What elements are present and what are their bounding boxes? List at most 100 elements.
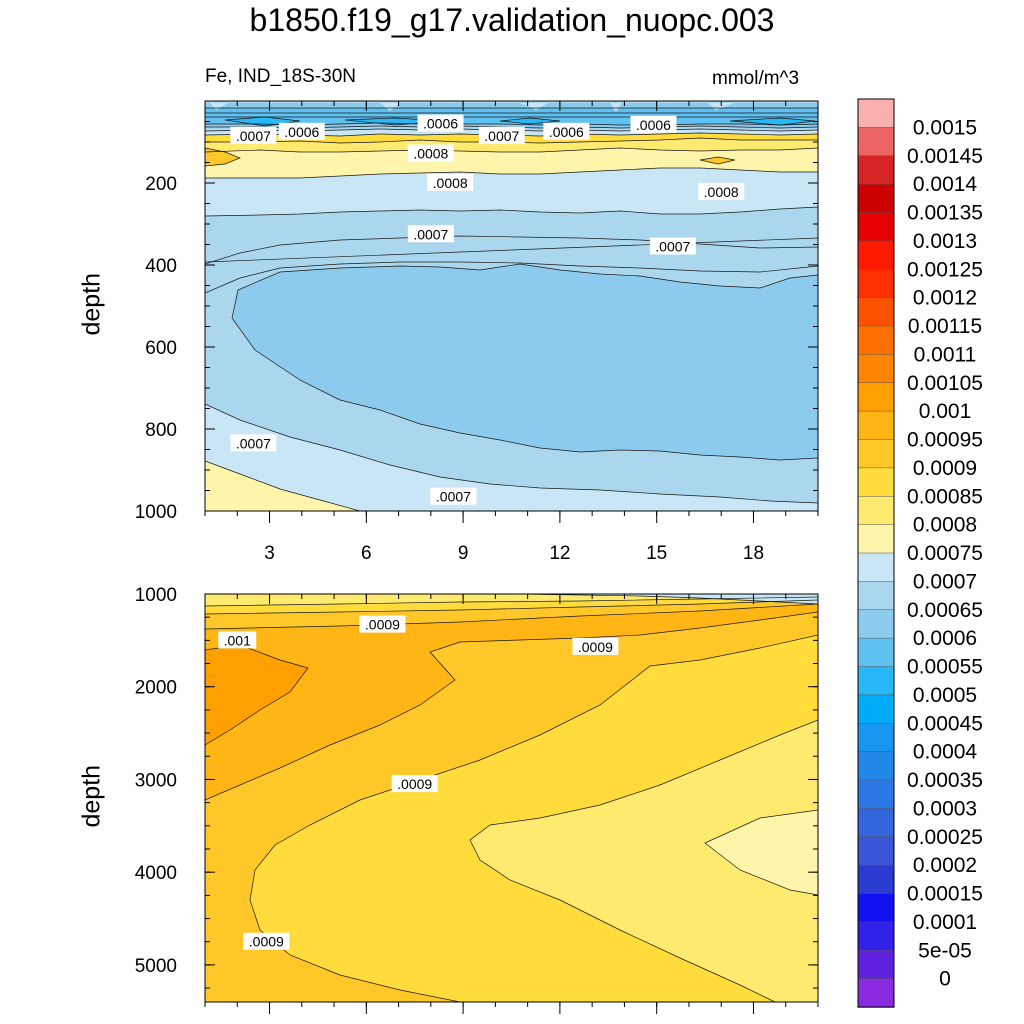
- colorbar-label: 0.00075: [907, 542, 983, 565]
- band-upper-deep-0.00075: [205, 461, 360, 511]
- colorbar: 0.0015 0.00145 0.0014 0.00135 0.0013 0.00125 0…: [857, 98, 983, 1008]
- svg-text:.0007: .0007: [436, 489, 471, 505]
- colorbar-swatch: [857, 552, 895, 583]
- colorbar-swatch: [857, 978, 895, 1008]
- colorbar-label: 0.0009: [913, 457, 977, 480]
- svg-text:.0006: .0006: [549, 124, 584, 140]
- contour-label: .0006: [630, 115, 677, 133]
- colorbar-label: 0.00035: [907, 769, 983, 792]
- colorbar-swatch: [857, 524, 895, 554]
- svg-text:.001: .001: [224, 632, 251, 648]
- y-tick-label: 200: [145, 174, 177, 195]
- y-tick-label: 2000: [135, 678, 177, 699]
- x-tick-label: 15: [646, 543, 667, 564]
- colorbar-label: 0.00125: [907, 258, 983, 281]
- contour-label: .0007: [230, 434, 277, 452]
- colorbar-label: 0.00135: [907, 202, 983, 225]
- colorbar-label: 0.00025: [907, 826, 983, 849]
- contour-label: .0008: [698, 183, 745, 201]
- colorbar-swatch: [857, 212, 895, 242]
- colorbar-label: 0.0006: [913, 627, 977, 650]
- y-tick-label: 5000: [135, 956, 177, 977]
- svg-text:.0009: .0009: [578, 639, 613, 655]
- contour-label-layer: .0006 .0006 .0007 .0007 .0006 .0006 .0008 .0008…: [218, 114, 745, 950]
- colorbar-label: 0.00105: [907, 372, 983, 395]
- colorbar-swatch: [857, 354, 895, 384]
- colorbar-swatch: [857, 297, 895, 327]
- contour-label: .0007: [478, 126, 525, 144]
- x-tick-label: 3: [264, 543, 275, 564]
- colorbar-label: 0.00145: [907, 145, 983, 168]
- lower-contour-fills: [205, 594, 818, 1002]
- colorbar-swatch: [857, 921, 895, 951]
- colorbar-swatch: [857, 609, 895, 639]
- svg-text:.0007: .0007: [413, 226, 448, 242]
- svg-text:.0008: .0008: [413, 145, 448, 161]
- contour-label: .0007: [230, 126, 277, 144]
- colorbar-swatch: [857, 666, 895, 696]
- colorbar-label: 0: [939, 968, 951, 991]
- svg-text:.0007: .0007: [236, 128, 271, 144]
- y-tick-label: 1000: [135, 585, 177, 606]
- colorbar-label: 0.0011: [914, 343, 977, 366]
- band-lower-0.00075: [705, 810, 818, 895]
- contour-label: .0009: [243, 932, 290, 950]
- svg-text:.0006: .0006: [636, 117, 671, 133]
- colorbar-frame: [857, 98, 895, 1008]
- colorbar-swatch: [857, 637, 895, 668]
- svg-text:.0009: .0009: [397, 776, 432, 792]
- colorbar-swatch: [857, 950, 895, 980]
- y-tick-label: 4000: [135, 863, 177, 884]
- y-tick-label: 600: [145, 338, 177, 359]
- contour-label: .0007: [649, 237, 696, 255]
- colorbar-swatch: [857, 723, 895, 753]
- svg-text:.0009: .0009: [365, 617, 400, 633]
- y-tick-label: 3000: [135, 770, 177, 791]
- x-tick-label: 12: [549, 543, 570, 564]
- contour-label: .0008: [427, 174, 474, 191]
- variable-region-label: Fe, IND_18S-30N: [205, 66, 357, 87]
- colorbar-label: 0.00065: [907, 599, 983, 622]
- contour-label: .0009: [391, 775, 438, 793]
- colorbar-label: 0.00115: [908, 315, 982, 338]
- y-tick-label: 800: [145, 420, 177, 441]
- upper-contour-fills: [205, 101, 818, 511]
- colorbar-label: 0.0003: [913, 797, 977, 820]
- axis-layer: 200 400 600 800 1000 3 6 9 12 15 18 1000 2000 3000 400…: [135, 100, 819, 1014]
- colorbar-swatch: [857, 98, 895, 129]
- colorbar-label: 0.00015: [907, 883, 983, 906]
- contour-label: .0007: [407, 225, 454, 243]
- colorbar-label: 0.0008: [913, 514, 977, 537]
- colorbar-swatch: [857, 864, 895, 895]
- colorbar-swatch: [857, 779, 895, 810]
- colorbar-label: 0.00095: [907, 429, 983, 452]
- svg-text:.0008: .0008: [433, 175, 468, 191]
- colorbar-label: 0.00045: [907, 712, 983, 735]
- contour-label: .0006: [417, 114, 464, 132]
- colorbar-label: 5e-05: [918, 939, 972, 962]
- colorbar-swatch: [857, 269, 895, 299]
- colorbar-swatch: [857, 325, 895, 356]
- lower-plot-frame: [204, 593, 819, 1003]
- colorbar-swatch: [857, 694, 895, 724]
- colorbar-swatch: [857, 836, 895, 866]
- colorbar-label: 0.0007: [913, 570, 977, 593]
- contour-label: .001: [218, 631, 257, 649]
- colorbar-swatch: [857, 751, 895, 781]
- colorbar-label: 0.00085: [907, 485, 983, 508]
- colorbar-label: 0.0015: [913, 116, 977, 139]
- svg-text:.0007: .0007: [655, 239, 690, 255]
- colorbar-label: 0.0012: [913, 287, 977, 310]
- svg-text:.0007: .0007: [484, 128, 519, 144]
- contour-label: .0008: [407, 144, 454, 162]
- band-lower-0.00095: [205, 594, 818, 800]
- colorbar-swatch: [857, 581, 895, 611]
- colorbar-swatch: [857, 439, 895, 469]
- units-label: mmol/m^3: [712, 68, 800, 89]
- colorbar-label: 0.0001: [913, 911, 977, 934]
- colorbar-swatch: [857, 808, 895, 838]
- chart-title: b1850.f19_g17.validation_nuopc.003: [249, 2, 775, 38]
- svg-text:.0006: .0006: [423, 116, 458, 132]
- colorbar-label: 0.00055: [907, 656, 983, 679]
- y-tick-label: 1000: [135, 502, 177, 523]
